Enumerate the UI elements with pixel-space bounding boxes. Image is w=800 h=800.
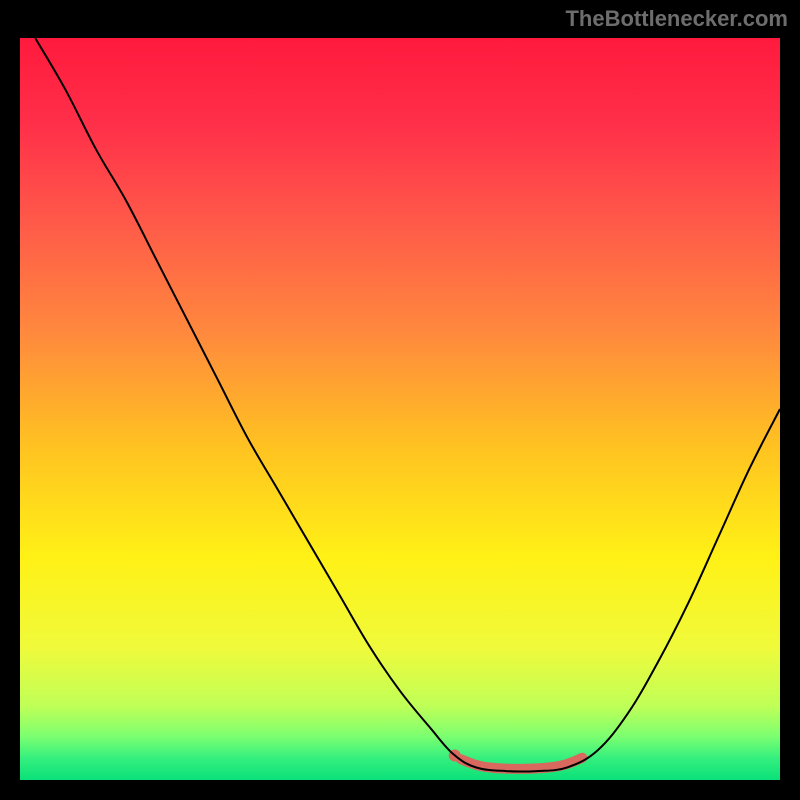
- plot-layer: [0, 0, 800, 800]
- bottleneck-curve: [35, 38, 780, 772]
- chart-root: TheBottlenecker.com: [0, 0, 800, 800]
- watermark-text: TheBottlenecker.com: [565, 6, 788, 32]
